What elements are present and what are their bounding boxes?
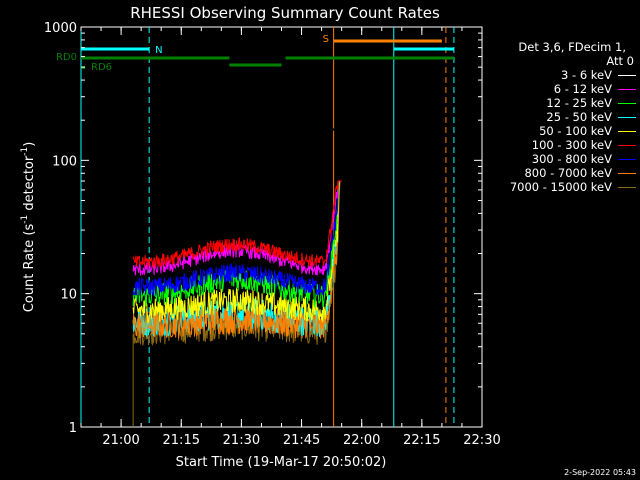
legend-swatch	[618, 186, 636, 188]
legend-entry: 3 - 6 keV	[488, 68, 636, 82]
flag-label-s: S	[323, 34, 329, 45]
legend-entry-label: 300 - 800 keV	[531, 152, 612, 166]
legend-swatch	[618, 158, 636, 160]
legend-entry: 800 - 7000 keV	[488, 166, 636, 180]
series-group	[132, 124, 342, 427]
plot-timestamp: 2-Sep-2022 05:43	[564, 468, 636, 477]
chart-title: RHESSI Observing Summary Count Rates	[130, 4, 440, 22]
y-axis-label: Count Rate (s-1 detector-1)	[20, 142, 37, 313]
y-tick-label: 1000	[44, 21, 77, 36]
x-tick-label: 21:30	[223, 433, 260, 448]
legend-swatch	[618, 116, 636, 118]
legend-swatch	[618, 88, 636, 90]
legend-swatch	[618, 130, 636, 132]
legend-entry-label: 50 - 100 keV	[539, 124, 612, 138]
legend-entry-label: 25 - 50 keV	[546, 110, 612, 124]
legend-entry: 25 - 50 keV	[488, 110, 636, 124]
x-tick-label: 22:00	[343, 433, 380, 448]
legend-swatch	[618, 74, 636, 76]
legend-entry-label: 6 - 12 keV	[553, 82, 612, 96]
axes: 21:00 21:15 21:30 21:45 22:00 22:15 22:30 1 10 10…	[44, 21, 501, 448]
legend-entry-label: 12 - 25 keV	[546, 96, 612, 110]
legend-entry: 100 - 300 keV	[488, 138, 636, 152]
flag-label-rd6: RD6	[91, 62, 112, 73]
legend: Det 3,6, FDecim 1, Att 0 3 - 6 keV 6 - 12…	[488, 40, 636, 194]
series-line	[132, 124, 341, 203]
series-line	[132, 180, 342, 269]
x-tick-label: 21:00	[102, 433, 139, 448]
x-tick-label: 22:30	[463, 433, 500, 448]
legend-entry: 6 - 12 keV	[488, 82, 636, 96]
legend-header-1: Det 3,6, FDecim 1,	[518, 40, 626, 54]
legend-entry: 300 - 800 keV	[488, 152, 636, 166]
x-tick-label: 22:15	[403, 433, 440, 448]
legend-entry: 7000 - 15000 keV	[488, 180, 636, 194]
legend-swatch	[618, 144, 636, 146]
plot-frame	[80, 26, 483, 428]
legend-entry-label: 100 - 300 keV	[531, 138, 612, 152]
x-tick-label: 21:45	[283, 433, 320, 448]
series-line	[132, 180, 342, 297]
x-axis-label: Start Time (19-Mar-17 20:50:02)	[176, 455, 387, 470]
legend-entry: 50 - 100 keV	[488, 124, 636, 138]
legend-swatch	[618, 172, 636, 174]
series-line	[132, 180, 342, 339]
legend-header-2: Att 0	[606, 54, 634, 68]
flag-label-n: N	[155, 45, 162, 56]
legend-entry-label: 3 - 6 keV	[561, 68, 612, 82]
flag-label-rd0: RD0	[56, 52, 77, 63]
legend-entry-label: 7000 - 15000 keV	[509, 180, 612, 194]
x-tick-label: 21:15	[163, 433, 200, 448]
flag-bars: N S RD0 RD6	[56, 34, 454, 73]
legend-swatch	[618, 102, 636, 104]
legend-entry-label: 800 - 7000 keV	[524, 166, 612, 180]
phase-markers	[80, 27, 455, 427]
legend-entry: 12 - 25 keV	[488, 96, 636, 110]
series-line	[132, 180, 342, 324]
y-tick-label: 10	[60, 288, 77, 303]
y-tick-label: 100	[52, 154, 77, 169]
y-tick-label: 1	[69, 421, 77, 436]
